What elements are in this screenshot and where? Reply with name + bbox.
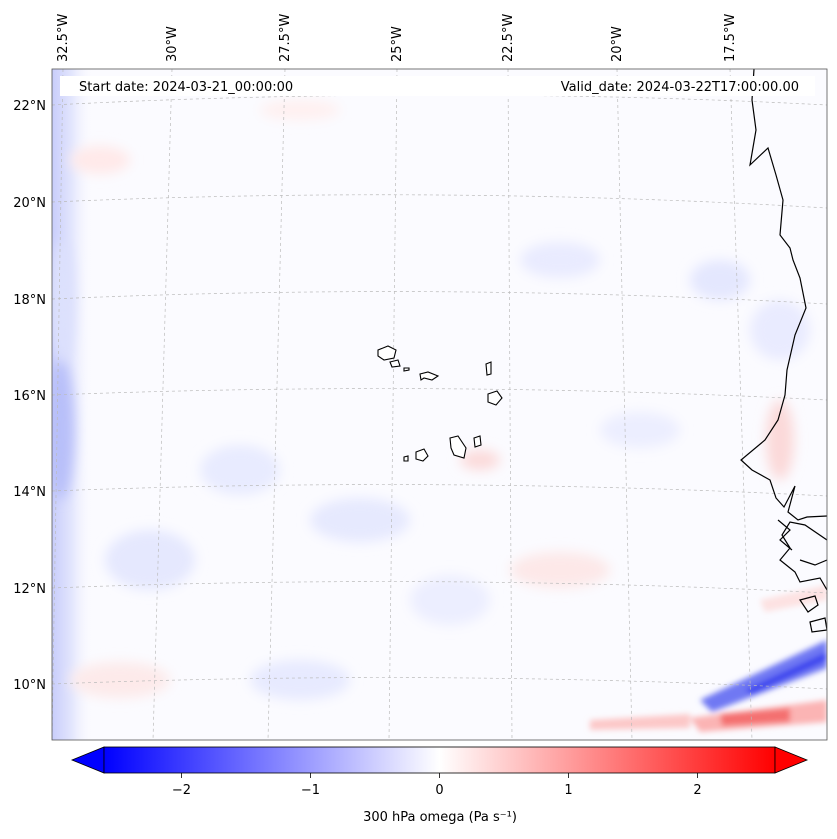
lon-label: 20°W [610, 26, 625, 62]
lat-gridline-12n [52, 581, 827, 594]
gulf-islands [799, 595, 827, 633]
island-santiago [449, 435, 467, 459]
lon-gridline-30w [152, 69, 173, 740]
africa-coast-south [779, 521, 827, 591]
lat-label: 14°N [13, 485, 46, 500]
omega-blob [52, 240, 74, 360]
lon-gridline-25w [388, 69, 398, 740]
omega-blob [52, 360, 74, 500]
island-sal [485, 361, 492, 376]
colorbar-ticks: −2 −1 0 1 2 [172, 773, 702, 798]
island-boa-vista [487, 390, 503, 406]
lon-label: 25°W [390, 26, 405, 62]
island-sao-nicolau [419, 371, 440, 381]
omega-patches [70, 100, 810, 700]
lon-gridline-20w [616, 69, 633, 740]
graticule [52, 69, 827, 740]
lat-label: 16°N [13, 389, 46, 404]
africa-coast-far-south [777, 519, 827, 566]
lat-gridline-14n [52, 484, 827, 497]
colorbar-tick-label: −2 [172, 783, 191, 798]
lat-gridline-20n [52, 194, 827, 209]
lon-gridline-22-5w [507, 69, 513, 740]
lat-gridline-10n [52, 677, 827, 690]
colorbar-tick-label: −1 [301, 783, 320, 798]
colorbar-extend-low [70, 746, 105, 774]
lat-label: 22°N [13, 99, 46, 114]
lat-label: 18°N [13, 293, 46, 308]
lon-labels: 32.5°W 30°W 27.5°W 25°W 22.5°W 20°W 17.5… [56, 14, 738, 62]
colorbar-tick-label: 0 [435, 783, 443, 798]
coastline [740, 69, 827, 633]
lat-label: 12°N [13, 582, 46, 597]
colorbar-extend-high [774, 746, 809, 774]
africa-coast-north [740, 69, 827, 521]
start-date-label: Start date: 2024-03-21_00:00:00 [79, 80, 293, 95]
island-brava [403, 455, 409, 462]
lon-label: 22.5°W [501, 14, 516, 62]
colorbar-tick-label: 2 [693, 783, 701, 798]
island-maio [473, 435, 482, 448]
lon-label: 32.5°W [56, 14, 71, 62]
colorbar: −2 −1 0 1 2 300 hPa omega (Pa s⁻¹) [70, 746, 809, 825]
lon-gridline-27-5w [267, 69, 286, 740]
island-santo-antao [377, 345, 397, 361]
colorbar-label: 300 hPa omega (Pa s⁻¹) [363, 810, 517, 825]
colorbar-gradient [103, 746, 776, 774]
lon-gridline-17-5w [729, 69, 753, 740]
lat-gridline-22n [52, 94, 827, 106]
lat-label: 10°N [13, 678, 46, 693]
info-strip [60, 76, 815, 96]
colorbar-tick-label: 1 [564, 783, 572, 798]
lat-label: 20°N [13, 196, 46, 211]
map-panel: Start date: 2024-03-21_00:00:00 Valid_da… [51, 68, 828, 741]
lon-label: 30°W [165, 26, 180, 62]
island-fogo [415, 448, 429, 462]
omega-field [52, 69, 827, 740]
lon-gridline-32-5w [52, 69, 64, 740]
island-santa-luzia [403, 367, 410, 372]
island-sao-vicente [389, 359, 401, 368]
lat-gridline-16n [52, 388, 827, 401]
lat-labels: 22°N 20°N 18°N 16°N 14°N 12°N 10°N [13, 99, 46, 693]
lon-label: 27.5°W [278, 14, 293, 62]
cape-verde-islands [377, 345, 503, 462]
map-background [52, 69, 827, 740]
lon-label: 17.5°W [723, 14, 738, 62]
valid-date-label: Valid_date: 2024-03-22T17:00:00.00 [561, 80, 799, 95]
lat-gridline-18n [52, 291, 827, 305]
map-frame [51, 68, 828, 741]
omega-couplet [590, 585, 827, 732]
